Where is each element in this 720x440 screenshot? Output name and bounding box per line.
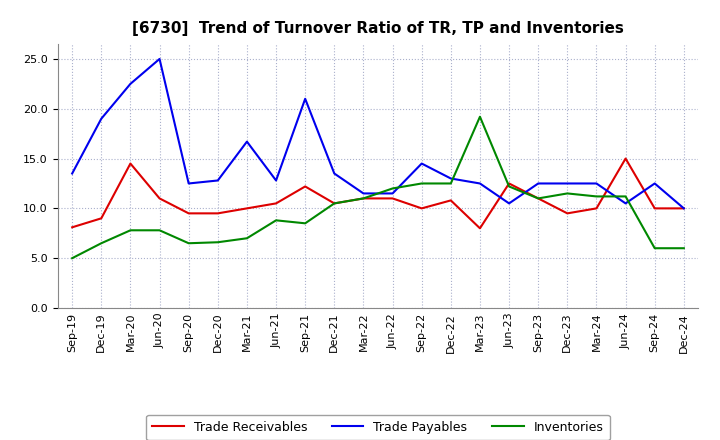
Trade Receivables [359, 196, 368, 201]
Trade Receivables [126, 161, 135, 166]
Trade Payables [330, 171, 338, 176]
Trade Payables [446, 176, 455, 181]
Trade Payables [301, 96, 310, 102]
Inventories [621, 194, 630, 199]
Trade Payables [388, 191, 397, 196]
Trade Payables [534, 181, 543, 186]
Trade Receivables [476, 226, 485, 231]
Trade Payables [680, 206, 688, 211]
Trade Payables [476, 181, 485, 186]
Trade Receivables [680, 206, 688, 211]
Trade Payables [592, 181, 600, 186]
Inventories [505, 184, 513, 189]
Trade Payables [156, 56, 164, 62]
Inventories [271, 218, 280, 223]
Inventories [126, 227, 135, 233]
Trade Payables [621, 201, 630, 206]
Line: Inventories: Inventories [72, 117, 684, 258]
Trade Receivables [97, 216, 106, 221]
Line: Trade Receivables: Trade Receivables [72, 158, 684, 228]
Inventories [156, 227, 164, 233]
Trade Receivables [418, 206, 426, 211]
Trade Payables [97, 116, 106, 121]
Inventories [330, 201, 338, 206]
Trade Receivables [592, 206, 600, 211]
Trade Payables [184, 181, 193, 186]
Trade Payables [505, 201, 513, 206]
Trade Payables [271, 178, 280, 183]
Trade Receivables [650, 206, 659, 211]
Trade Receivables [505, 181, 513, 186]
Trade Receivables [156, 196, 164, 201]
Inventories [388, 186, 397, 191]
Inventories [680, 246, 688, 251]
Trade Payables [213, 178, 222, 183]
Trade Receivables [534, 196, 543, 201]
Inventories [534, 196, 543, 201]
Trade Receivables [388, 196, 397, 201]
Inventories [650, 246, 659, 251]
Trade Receivables [213, 211, 222, 216]
Inventories [301, 221, 310, 226]
Inventories [359, 196, 368, 201]
Inventories [476, 114, 485, 119]
Trade Receivables [301, 184, 310, 189]
Legend: Trade Receivables, Trade Payables, Inventories: Trade Receivables, Trade Payables, Inven… [146, 414, 610, 440]
Line: Trade Payables: Trade Payables [72, 59, 684, 209]
Inventories [243, 236, 251, 241]
Inventories [184, 241, 193, 246]
Title: [6730]  Trend of Turnover Ratio of TR, TP and Inventories: [6730] Trend of Turnover Ratio of TR, TP… [132, 21, 624, 36]
Inventories [97, 241, 106, 246]
Trade Receivables [621, 156, 630, 161]
Trade Receivables [563, 211, 572, 216]
Inventories [418, 181, 426, 186]
Inventories [68, 256, 76, 261]
Trade Receivables [330, 201, 338, 206]
Trade Payables [243, 139, 251, 144]
Trade Receivables [184, 211, 193, 216]
Trade Payables [418, 161, 426, 166]
Trade Payables [650, 181, 659, 186]
Trade Payables [68, 171, 76, 176]
Trade Payables [126, 81, 135, 87]
Trade Receivables [271, 201, 280, 206]
Trade Payables [563, 181, 572, 186]
Trade Payables [359, 191, 368, 196]
Inventories [446, 181, 455, 186]
Trade Receivables [68, 225, 76, 230]
Inventories [592, 194, 600, 199]
Trade Receivables [243, 206, 251, 211]
Inventories [563, 191, 572, 196]
Trade Receivables [446, 198, 455, 203]
Inventories [213, 240, 222, 245]
